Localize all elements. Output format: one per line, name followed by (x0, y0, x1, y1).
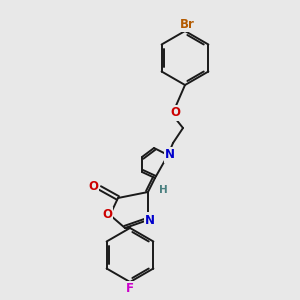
Text: F: F (126, 283, 134, 296)
Text: O: O (102, 208, 112, 221)
Text: Br: Br (180, 17, 194, 31)
Text: O: O (170, 106, 180, 119)
Text: N: N (145, 214, 155, 226)
Text: H: H (159, 185, 167, 195)
Text: N: N (165, 148, 175, 161)
Text: O: O (88, 179, 98, 193)
